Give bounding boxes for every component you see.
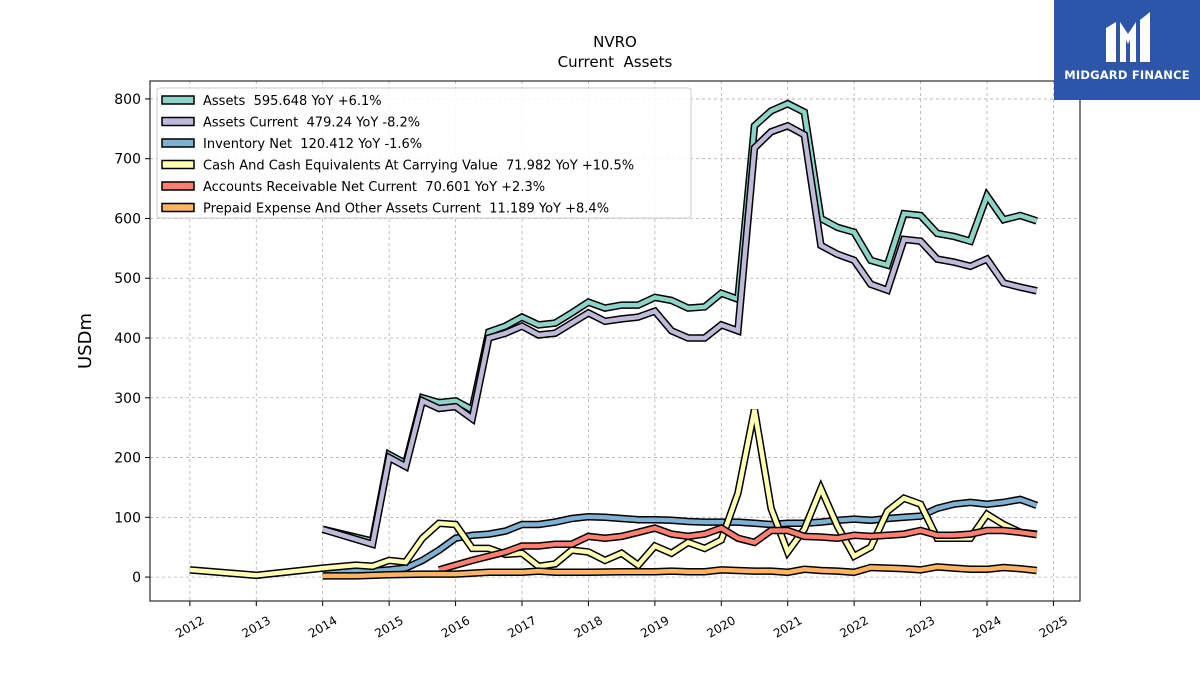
x-tick-label: 2025 [1037,613,1070,640]
x-tick-label: 2020 [705,613,738,640]
x-tick-label: 2022 [837,613,870,640]
x-tick-label: 2021 [771,613,804,640]
y-tick-label: 500 [114,271,141,287]
chart-title: NVRO [593,33,637,51]
brand-mark-icon [1106,12,1150,62]
y-tick-label: 800 [114,92,141,108]
y-tick-label: 700 [114,152,141,168]
plot-frame [149,80,1081,602]
x-tick-label: 2012 [173,613,206,640]
legend-label: Prepaid Expense And Other Assets Current… [203,202,609,217]
x-tick-label: 2015 [372,613,405,640]
series-0 [321,99,1038,546]
series-1 [321,121,1038,549]
x-tick-label: 2013 [240,613,273,640]
series-4 [437,523,1038,574]
y-axis-label: USDm [75,313,96,369]
legend-swatch [161,116,195,127]
series-line [189,409,1038,578]
legend-label: Cash And Cash Equivalents At Carrying Va… [203,159,634,174]
legend-swatch [161,138,195,148]
y-tick-label: 200 [114,451,141,467]
legend-label: Accounts Receivable Net Current 70.601 Y… [203,180,545,195]
chart-subtitle: Current Assets [558,53,673,71]
x-tick-label: 2018 [572,613,605,640]
x-tick-label: 2024 [970,613,1003,640]
x-tick-label: 2023 [904,613,937,640]
y-tick-label: 0 [132,570,141,586]
legend-swatch [161,202,195,213]
legend-label: Inventory Net 120.412 YoY -1.6% [203,137,422,152]
series-5 [322,563,1038,580]
y-axis: 0 100 200 300 400 500 600 700 800 [114,92,150,586]
legend-swatch [161,95,195,105]
legend-swatch [161,181,195,191]
y-tick-label: 600 [114,211,141,227]
legend-box [156,87,692,219]
x-tick-label: 2017 [505,613,538,640]
legend: Assets 595.648 YoY +6.1% Assets Current 4… [156,87,692,219]
series-line [322,564,1038,579]
x-tick-label: 2014 [306,613,339,640]
y-tick-label: 100 [114,510,141,526]
x-tick-label: 2019 [638,613,671,640]
x-axis: 2012 2013 2014 2015 2016 2017 2018 2019 2020 2021… [173,601,1070,641]
brand-logo: MIDGARD FINANCE [1054,0,1200,100]
series-line-outline [189,408,1038,580]
series-line [322,101,1038,544]
brand-name: MIDGARD FINANCE [1064,68,1190,82]
series-line [438,525,1038,573]
legend-label: Assets Current 479.24 YoY -8.2% [203,116,420,131]
legend-label: Assets 595.648 YoY +6.1% [203,94,382,109]
series-layer [189,99,1039,580]
y-tick-label: 400 [114,331,141,347]
x-tick-label: 2016 [439,613,472,640]
series-line [322,123,1038,548]
series-3 [189,408,1038,580]
y-tick-label: 300 [114,391,141,407]
legend-swatch [161,159,195,170]
